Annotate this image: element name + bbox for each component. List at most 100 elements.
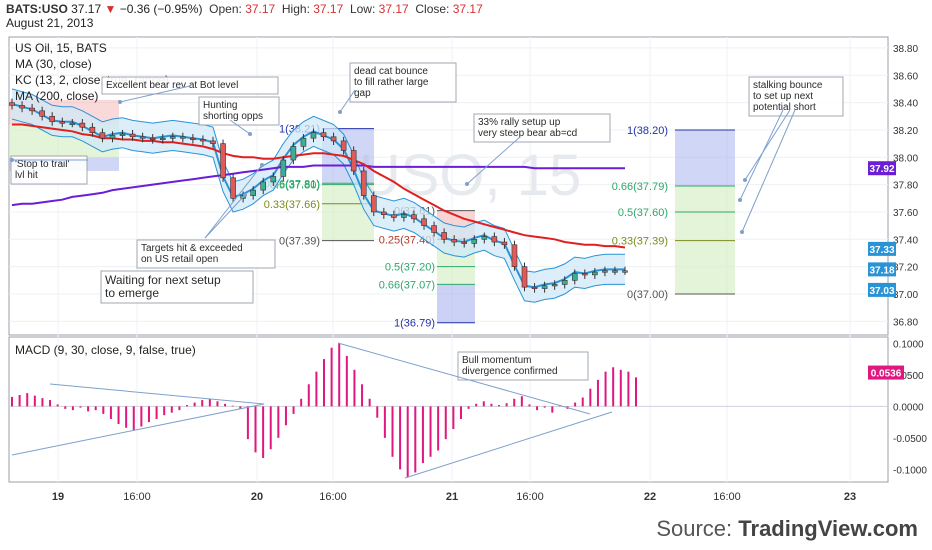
time-tick-label: 23 xyxy=(844,491,856,503)
price-tick-label: 38.40 xyxy=(893,99,918,110)
candle-body xyxy=(230,177,236,199)
candle-body xyxy=(119,133,126,136)
candle-body xyxy=(59,121,66,124)
annotation-arrow xyxy=(739,109,784,201)
annotation-arrow-head xyxy=(338,110,342,114)
annotation-arrow xyxy=(466,136,521,185)
candle-body xyxy=(511,244,518,267)
candle-body xyxy=(501,241,508,246)
candle-body xyxy=(491,236,498,243)
candle-body xyxy=(541,285,548,289)
macd-tick-label: 0.0000 xyxy=(893,402,924,413)
candle-body xyxy=(561,280,568,285)
annotation-arrow-head xyxy=(260,163,264,167)
candle-body xyxy=(391,214,397,218)
annotation-box xyxy=(748,76,844,117)
annotation-text: Bull momentum divergence confirmed xyxy=(462,355,558,377)
annotation-arrow-head xyxy=(10,158,14,162)
fib-right-level-label: 0.66(37.79) xyxy=(612,181,668,193)
price-badge xyxy=(868,241,896,256)
candle-body xyxy=(431,225,437,233)
macd-tick-label: -0.1000 xyxy=(893,465,927,476)
candle-body xyxy=(210,140,216,144)
annotation-arrow xyxy=(204,164,263,239)
macd-tick-label: 0.0500 xyxy=(893,371,924,382)
source-prefix: Source: xyxy=(656,516,733,541)
candle-body xyxy=(159,137,166,140)
annotation-box xyxy=(457,351,589,381)
candle-body xyxy=(441,232,447,240)
header-date: August 21, 2013 xyxy=(6,16,94,30)
candle-body xyxy=(401,214,407,218)
price-tick-label: 38.80 xyxy=(893,44,918,55)
candle-body xyxy=(79,122,86,128)
price-badge-label: 37.33 xyxy=(869,245,894,256)
price-tick-label: 36.80 xyxy=(893,317,918,328)
annotation-text: 33% rally setup up very steep bear ab=cd xyxy=(478,117,577,139)
price-badge xyxy=(868,282,896,297)
annotation-arrow xyxy=(119,85,191,103)
candle-body xyxy=(29,107,35,112)
time-tick-label: 19 xyxy=(52,491,64,503)
annotation-text: 'Stop to trail' lvl hit xyxy=(15,159,69,181)
fib-left-level-label: 0.5(37.80) xyxy=(270,180,320,192)
candle-body xyxy=(49,115,55,123)
fib-left-level-label: 0(37.39) xyxy=(279,236,320,248)
candle-body xyxy=(350,150,357,172)
close-value: 37.17 xyxy=(452,2,483,16)
annotation-arrow-head xyxy=(740,230,744,234)
candle-body xyxy=(421,218,427,226)
price-badge xyxy=(868,161,896,176)
candle-body xyxy=(411,214,417,220)
fib-right-zone-bottom xyxy=(675,186,735,294)
time-tick-label: 16:00 xyxy=(713,491,741,503)
price-tick-label: 37.80 xyxy=(893,181,918,192)
price-badge-label: 37.03 xyxy=(869,286,894,297)
candle-body xyxy=(9,102,15,106)
macd-divergence-line xyxy=(404,411,613,479)
candle-body xyxy=(109,135,116,139)
macd-divergence-line xyxy=(337,342,591,415)
macd-tick-label: 0.1000 xyxy=(893,339,924,350)
price-tick-label: 38.20 xyxy=(893,126,918,137)
close-label: Close: xyxy=(415,2,450,16)
candle-body xyxy=(260,181,267,191)
annotation-arrow xyxy=(744,109,791,181)
candle-body xyxy=(19,105,25,109)
fib-right-level-label: 1(38.20) xyxy=(627,125,668,137)
source-credit: Source: TradingView.com xyxy=(656,516,918,542)
symbol-name: BATS:USO xyxy=(6,2,68,16)
macd-divergence-line xyxy=(49,383,265,405)
candle-body xyxy=(571,273,578,281)
annotation-text: stalking bounce to set up next potential s… xyxy=(753,80,823,113)
macd-divergence-line xyxy=(11,403,265,456)
annotation-arrow xyxy=(229,119,251,135)
candle-body xyxy=(270,176,277,183)
open-label: Open: xyxy=(209,2,242,16)
candle-body xyxy=(69,122,76,125)
fib-right-level-label: 0.5(37.60) xyxy=(618,207,668,219)
candle-body xyxy=(481,236,488,240)
high-label: High: xyxy=(281,2,310,16)
candle-body xyxy=(471,239,478,244)
price-tick-label: 38.00 xyxy=(893,153,918,164)
candle-body xyxy=(39,110,45,117)
candle-body xyxy=(320,132,327,138)
macd-tick-label: -0.0500 xyxy=(893,434,927,445)
candle-body xyxy=(190,137,196,140)
legend-ma30: MA (30, close) xyxy=(15,57,92,71)
candle-body xyxy=(381,211,387,216)
candle-body xyxy=(521,266,528,288)
annotation-box xyxy=(10,155,88,185)
candle-body xyxy=(280,159,287,177)
candle-body xyxy=(370,195,377,213)
fib-left-level-label: 0.33(37.66) xyxy=(264,199,320,211)
time-tick-label: 16:00 xyxy=(516,491,544,503)
fib-mid-zone-bottom xyxy=(437,284,475,323)
annotation-arrow-head xyxy=(743,178,747,182)
legend-macd: MACD (9, 30, close, 9, false, true) xyxy=(15,343,196,357)
last-price: 37.17 xyxy=(71,2,102,16)
price-tick-label: 37.60 xyxy=(893,208,918,219)
price-tick-label: 37.40 xyxy=(893,235,918,246)
